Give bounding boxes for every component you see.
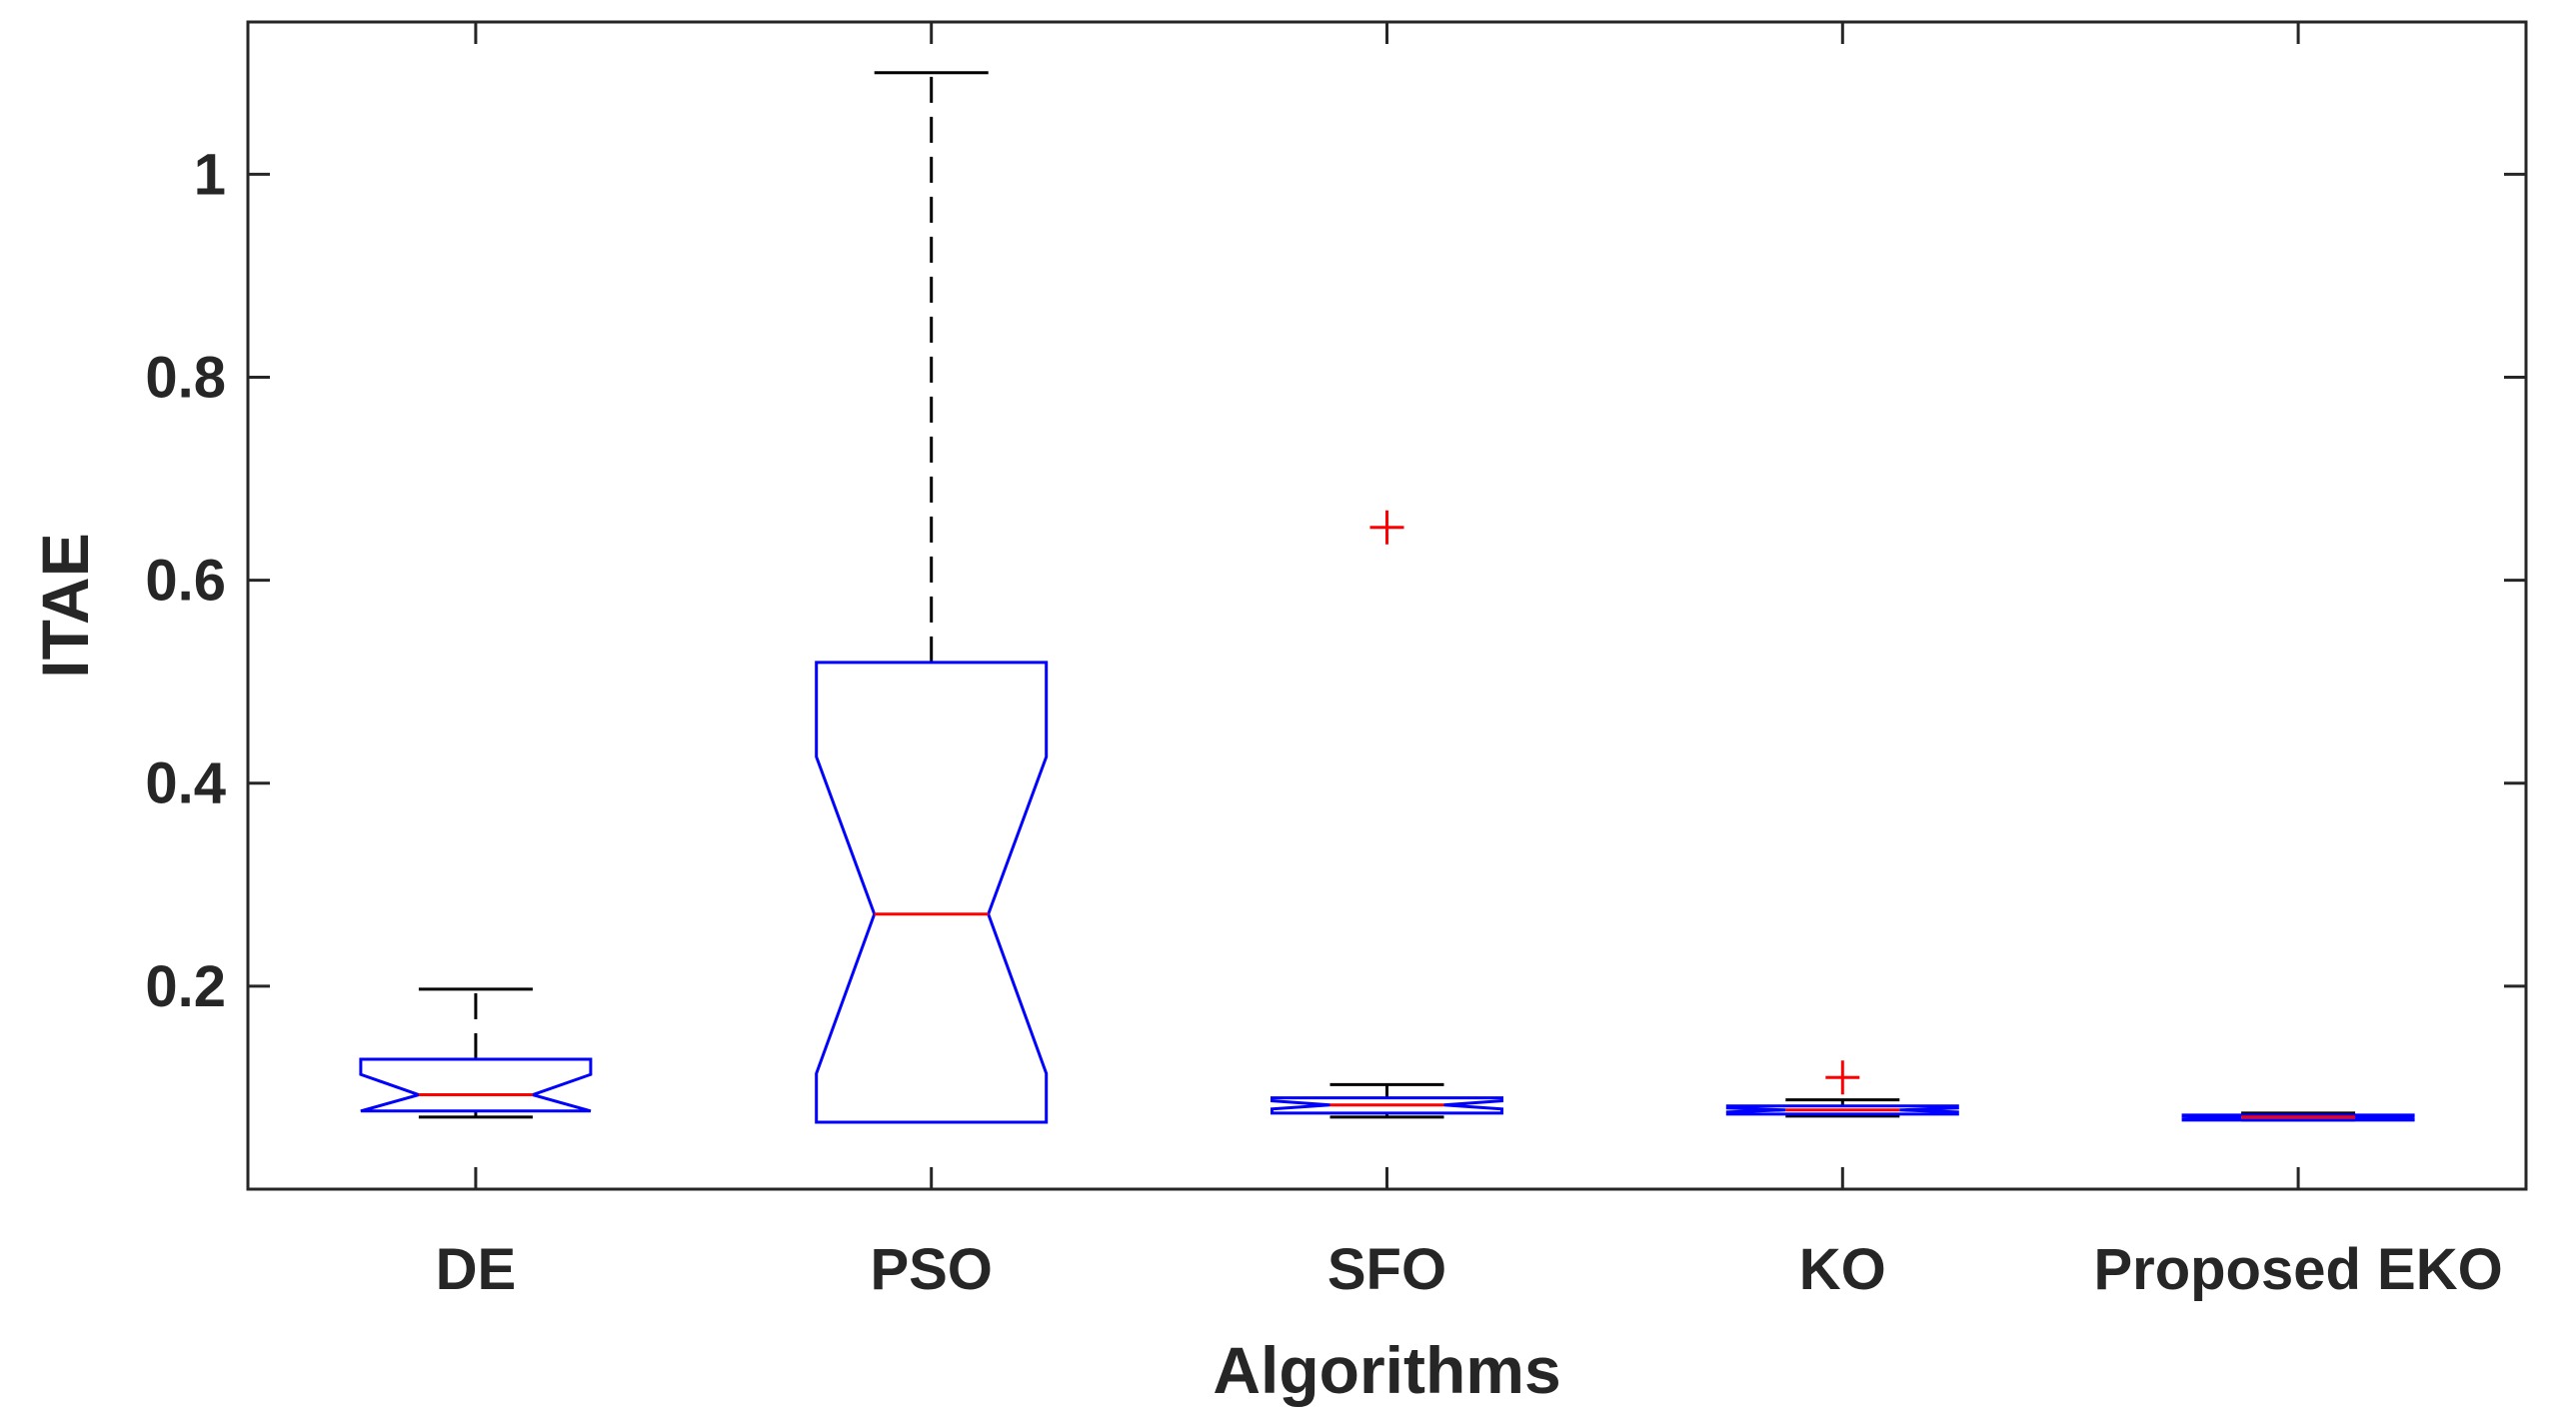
x-axis: DE PSO SFO KO Proposed EKO — [436, 22, 2503, 1302]
boxplot-series — [359, 71, 2415, 1124]
y-tick-label: 0.4 — [145, 751, 226, 816]
x-axis-title: Algorithms — [1213, 1333, 1560, 1407]
x-tick-label: KO — [1799, 1237, 1886, 1302]
y-axis-title: ITAE — [28, 533, 102, 678]
box — [815, 661, 1049, 1124]
y-tick-label: 0.8 — [145, 345, 226, 410]
box — [359, 1057, 593, 1113]
box-pso — [815, 71, 1049, 1124]
x-tick-label: SFO — [1327, 1237, 1446, 1302]
y-axis: 0.2 0.4 0.6 0.8 1 — [145, 142, 2526, 1019]
y-tick-label: 0.6 — [145, 549, 226, 614]
plot-frame — [246, 20, 2528, 1191]
box-proposed-eko — [2181, 1111, 2415, 1122]
x-tick-label: PSO — [870, 1237, 993, 1302]
outlier-marker — [1369, 510, 1404, 545]
outlier-marker — [1825, 1060, 1860, 1095]
plot-area — [246, 20, 2528, 1191]
box-sfo — [1271, 510, 1503, 1119]
x-tick-label: Proposed EKO — [2093, 1237, 2502, 1302]
box-ko — [1725, 1060, 1959, 1118]
y-tick-label: 1 — [194, 142, 226, 207]
y-tick-label: 0.2 — [145, 954, 226, 1019]
x-tick-label: DE — [436, 1237, 517, 1302]
box-de — [359, 987, 593, 1119]
